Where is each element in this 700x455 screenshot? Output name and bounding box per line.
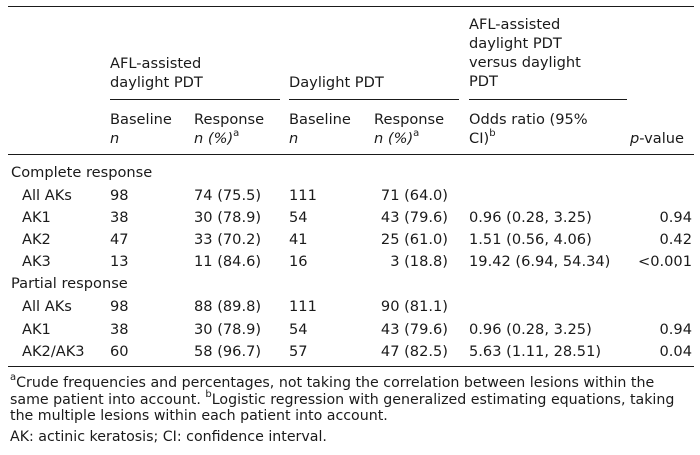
- group-underline-afl: [110, 99, 280, 100]
- cell-afl-baseline: 98: [110, 298, 129, 315]
- row-label: AK1: [22, 321, 51, 338]
- cell-dl-baseline: 16: [289, 253, 308, 270]
- row-label: All AKs: [22, 298, 72, 315]
- cell-dl-baseline: 111: [289, 187, 317, 204]
- group-header-afl: AFL-assisted daylight PDT: [110, 54, 203, 92]
- col-header-dl-response-label: Response: [374, 111, 445, 128]
- cell-afl-baseline: 98: [110, 187, 129, 204]
- group-underline-comparison: [469, 99, 627, 100]
- cell-dl-response: 90 (81.1): [380, 298, 448, 315]
- cell-odds: 19.42 (6.94, 54.34): [469, 253, 611, 270]
- cell-afl-response: 11 (84.6): [194, 253, 262, 270]
- col-header-pvalue: p-value: [630, 129, 684, 148]
- cell-dl-response: 47 (82.5): [380, 343, 448, 360]
- cell-dl-response: 43 (79.6): [380, 321, 448, 338]
- col-header-pvalue-p: p: [630, 130, 640, 147]
- cell-afl-response: 58 (96.7): [194, 343, 262, 360]
- cell-pvalue: 0.94: [659, 321, 693, 338]
- row-label: AK2/AK3: [22, 343, 85, 360]
- cell-pvalue: <0.001: [637, 253, 692, 270]
- cell-odds: 1.51 (0.56, 4.06): [469, 231, 592, 248]
- footnote-a-text: Crude frequencies and percentages, not t…: [10, 375, 655, 408]
- header-bottom-rule: [8, 154, 694, 155]
- footnote-block: aCrude frequencies and percentages, not …: [10, 372, 694, 425]
- section-title-complete: Complete response: [11, 164, 153, 181]
- group-header-comparison-line4: PDT: [469, 73, 498, 90]
- cell-afl-response: 30 (78.9): [194, 321, 262, 338]
- group-header-afl-line2: daylight PDT: [110, 74, 203, 91]
- row-label: AK3: [22, 253, 51, 270]
- cell-afl-baseline: 47: [110, 231, 129, 248]
- cell-odds: 5.63 (1.11, 28.51): [469, 343, 602, 360]
- table-bottom-rule: [8, 366, 694, 367]
- col-header-afl-response: Response n (%)a: [194, 110, 264, 148]
- table-top-rule: [8, 6, 694, 7]
- footnote-mark-b: b: [489, 128, 496, 140]
- cell-dl-response: 71 (64.0): [380, 187, 448, 204]
- section-title-partial: Partial response: [11, 275, 128, 292]
- cell-dl-baseline: 54: [289, 209, 308, 226]
- col-header-afl-baseline-n: n: [110, 130, 120, 147]
- col-header-odds-ratio: Odds ratio (95% CI)b: [469, 110, 588, 148]
- cell-odds: 0.96 (0.28, 3.25): [469, 321, 592, 338]
- cell-dl-baseline: 111: [289, 298, 317, 315]
- group-header-comparison: AFL-assisted daylight PDT versus dayligh…: [469, 15, 581, 91]
- cell-afl-response: 33 (70.2): [194, 231, 262, 248]
- footnote-abbreviations: AK: actinic keratosis; CI: confidence in…: [10, 429, 327, 445]
- cell-dl-baseline: 41: [289, 231, 308, 248]
- col-header-afl-response-label: Response: [194, 111, 265, 128]
- col-header-dl-baseline-label: Baseline: [289, 111, 351, 128]
- col-header-afl-response-npct: n (%): [194, 130, 234, 147]
- cell-afl-response: 74 (75.5): [194, 187, 262, 204]
- col-header-afl-baseline: Baseline n: [110, 110, 172, 148]
- col-header-dl-response-npct: n (%): [374, 130, 414, 147]
- cell-afl-baseline: 38: [110, 321, 129, 338]
- col-header-dl-baseline-n: n: [289, 130, 299, 147]
- group-header-comparison-line2: daylight PDT: [469, 35, 562, 52]
- cell-pvalue: 0.42: [659, 231, 693, 248]
- cell-afl-baseline: 38: [110, 209, 129, 226]
- group-header-daylight: Daylight PDT: [289, 74, 384, 91]
- footnote-mark-a: a: [413, 128, 420, 140]
- row-label: All AKs: [22, 187, 72, 204]
- footnote-b-text: Logistic regression with generalized est…: [10, 391, 675, 425]
- col-header-odds-line2: CI): [469, 130, 490, 147]
- group-header-comparison-line1: AFL-assisted: [469, 16, 561, 33]
- footnote-a-mark: a: [10, 372, 17, 384]
- cell-afl-baseline: 60: [110, 343, 129, 360]
- cell-afl-baseline: 13: [110, 253, 129, 270]
- cell-dl-response: 3 (18.8): [390, 253, 448, 270]
- cell-dl-response: 43 (79.6): [380, 209, 448, 226]
- cell-pvalue: 0.94: [659, 209, 693, 226]
- cell-odds: 0.96 (0.28, 3.25): [469, 209, 592, 226]
- cell-afl-response: 30 (78.9): [194, 209, 262, 226]
- col-header-odds-line1: Odds ratio (95%: [469, 111, 588, 128]
- group-header-afl-line1: AFL-assisted: [110, 55, 202, 72]
- footnote-mark-a: a: [233, 128, 240, 140]
- cell-afl-response: 88 (89.8): [194, 298, 262, 315]
- cell-pvalue: 0.04: [659, 343, 693, 360]
- col-header-dl-response: Response n (%)a: [374, 110, 444, 148]
- group-underline-daylight: [289, 99, 459, 100]
- row-label: AK2: [22, 231, 51, 248]
- group-header-comparison-line3: versus daylight: [469, 54, 581, 71]
- cell-dl-baseline: 54: [289, 321, 308, 338]
- cell-dl-baseline: 57: [289, 343, 308, 360]
- footnote-b-mark: b: [205, 388, 212, 400]
- row-label: AK1: [22, 209, 51, 226]
- col-header-dl-baseline: Baseline n: [289, 110, 351, 148]
- col-header-afl-baseline-label: Baseline: [110, 111, 172, 128]
- cell-dl-response: 25 (61.0): [380, 231, 448, 248]
- col-header-pvalue-rest: -value: [639, 130, 685, 147]
